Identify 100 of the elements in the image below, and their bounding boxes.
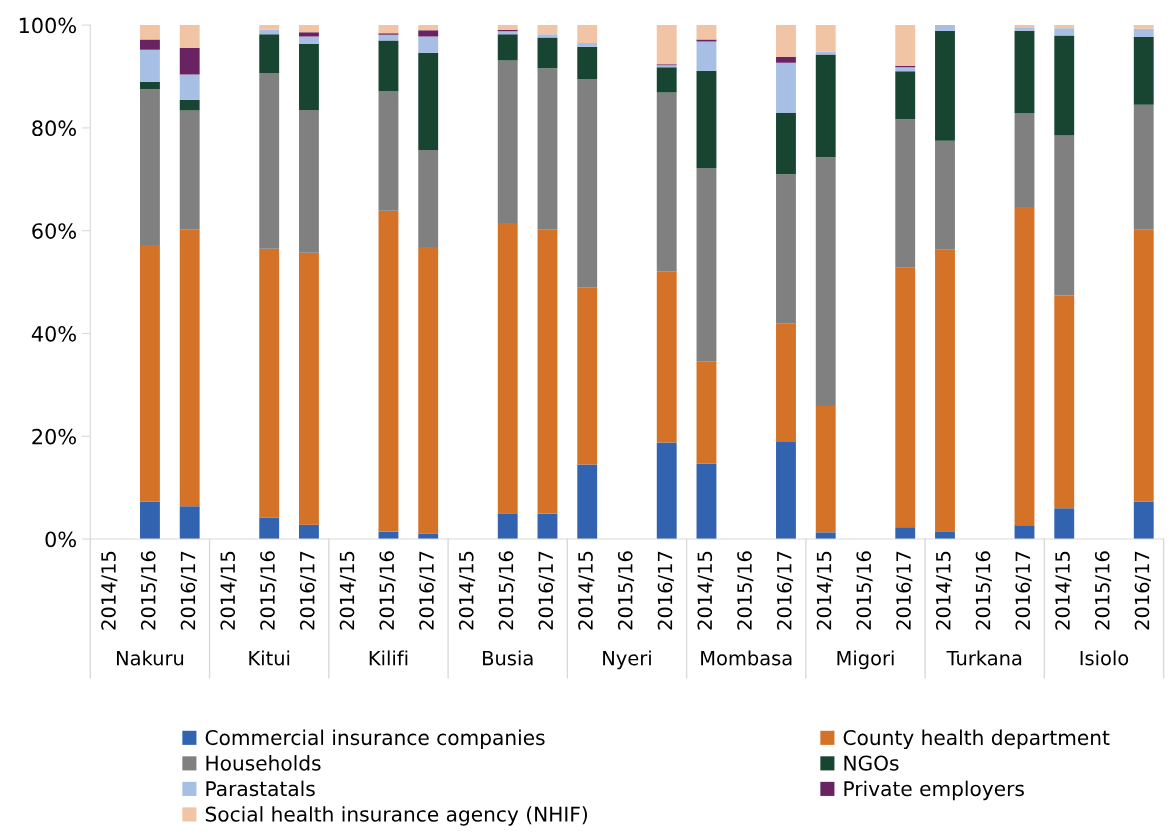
text: Kitui xyxy=(249,650,290,666)
x-tick-label: 2014/15 xyxy=(816,551,833,630)
legend-label: NGOs xyxy=(844,755,899,771)
x-tick-label: 2016/17 xyxy=(299,551,317,630)
bar xyxy=(776,56,796,63)
bar xyxy=(696,361,717,464)
bar xyxy=(179,74,200,100)
bar xyxy=(1014,207,1035,526)
bar xyxy=(140,501,160,540)
x-tick-label: 2016/17 xyxy=(1134,551,1151,630)
bar xyxy=(537,25,558,35)
bar xyxy=(696,25,717,40)
bar xyxy=(895,119,916,268)
bar xyxy=(259,248,280,518)
bar xyxy=(1054,508,1075,540)
bar xyxy=(1014,30,1035,113)
x-tick-label: 2015/16 xyxy=(379,551,396,630)
bar xyxy=(815,54,836,158)
bar xyxy=(378,40,399,91)
x-tick-label: 2016/17 xyxy=(776,551,794,630)
bar xyxy=(537,229,558,514)
y-tick-label: 20% xyxy=(32,428,76,445)
bar xyxy=(776,174,796,324)
bar xyxy=(696,463,717,540)
legend-label: Social health insurance agency (NHIF) xyxy=(205,806,588,826)
text: Nakuru xyxy=(116,650,184,666)
bar xyxy=(497,222,518,514)
bar xyxy=(418,36,439,53)
x-tick-label: 2015/16 xyxy=(260,551,277,630)
bar xyxy=(656,92,677,272)
x-tick-label: 2016/17 xyxy=(1015,551,1032,630)
bar xyxy=(696,70,717,168)
bar xyxy=(935,249,955,532)
bar xyxy=(815,532,836,540)
bar xyxy=(656,271,677,443)
x-tick-label: 2015/16 xyxy=(617,551,635,630)
bar xyxy=(577,43,598,47)
x-tick-label: 2015/16 xyxy=(737,551,754,630)
bar xyxy=(776,25,796,57)
bar xyxy=(497,34,518,61)
bar xyxy=(140,39,160,50)
bar xyxy=(418,30,439,37)
bar xyxy=(1133,36,1154,105)
x-tick-label: 2016/17 xyxy=(538,551,555,630)
x-tick-label: 2015/16 xyxy=(975,551,992,630)
bar xyxy=(696,39,717,42)
bar xyxy=(815,157,836,406)
bar xyxy=(815,405,836,533)
x-tick-label: 2014/15 xyxy=(935,551,953,630)
bar xyxy=(895,71,916,120)
x-tick-label: 2015/16 xyxy=(1094,551,1112,630)
bar xyxy=(418,52,439,150)
x-tick-label: 2016/17 xyxy=(657,551,674,630)
bar xyxy=(935,25,955,31)
text: Turkana xyxy=(946,650,1022,666)
text: Busia xyxy=(483,650,533,666)
legend-label: Private employers xyxy=(844,780,1024,801)
bar xyxy=(1054,135,1075,296)
bar xyxy=(299,36,319,45)
bar xyxy=(895,527,916,540)
x-tick-label: 2014/15 xyxy=(697,551,714,630)
bar xyxy=(259,517,280,540)
bar xyxy=(497,25,518,30)
bar xyxy=(179,47,200,75)
bar xyxy=(895,25,916,66)
bar xyxy=(815,25,836,52)
text: Isiolo xyxy=(1080,650,1129,666)
bar xyxy=(179,229,200,507)
bar xyxy=(577,464,598,540)
bar xyxy=(179,99,200,111)
text: Mombasa xyxy=(701,650,792,666)
bar xyxy=(935,140,955,250)
bar xyxy=(1054,25,1075,29)
x-tick-label: 2014/15 xyxy=(339,551,356,630)
bar xyxy=(1054,28,1075,36)
bar xyxy=(776,441,796,540)
bar xyxy=(1133,104,1154,230)
bar xyxy=(497,60,518,223)
bar xyxy=(1133,501,1154,540)
bar xyxy=(140,49,160,82)
bar xyxy=(299,524,319,540)
bar xyxy=(140,245,160,502)
bar xyxy=(497,513,518,540)
x-tick-label: 2016/17 xyxy=(419,551,436,630)
bar xyxy=(577,287,598,465)
bar xyxy=(776,112,796,175)
x-tick-label: 2015/16 xyxy=(498,551,515,630)
bar xyxy=(656,442,677,540)
bar xyxy=(299,44,319,110)
bar xyxy=(895,67,916,72)
bar xyxy=(577,25,598,44)
bar xyxy=(418,247,439,534)
bar xyxy=(696,167,717,362)
bar xyxy=(935,30,955,141)
x-tick-label: 2014/15 xyxy=(578,551,595,630)
bar xyxy=(1133,28,1154,37)
bar xyxy=(1133,229,1154,502)
x-tick-label: 2014/15 xyxy=(220,551,237,630)
x-tick-label: 2015/16 xyxy=(140,551,158,630)
bar xyxy=(140,25,160,40)
